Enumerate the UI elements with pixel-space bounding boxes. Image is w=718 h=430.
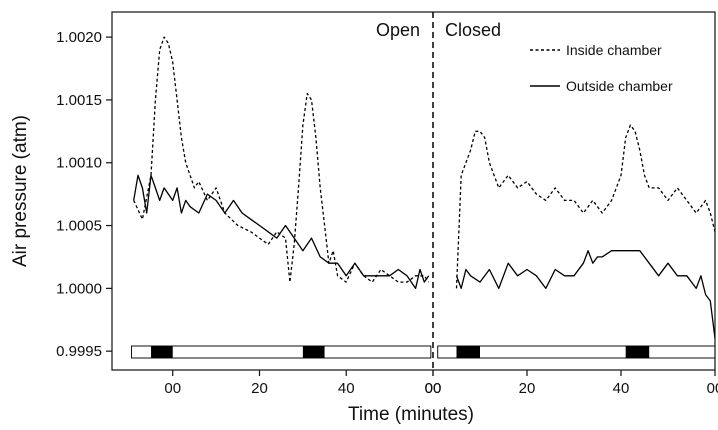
dark-period-block (151, 346, 173, 358)
dark-period-block (456, 346, 480, 358)
legend: Inside chamber Outside chamber (530, 42, 673, 94)
x-tick-label: 00 (425, 380, 442, 397)
y-tick-label: 1.0020 (56, 29, 102, 46)
y-tick-label: 1.0015 (56, 92, 102, 109)
panel-label-open: Open (376, 20, 420, 40)
x-axis: 0020400000204000 (164, 370, 718, 397)
legend-label-inside: Inside chamber (566, 42, 662, 58)
x-tick-label: 00 (425, 380, 442, 397)
x-tick-label: 00 (164, 380, 181, 397)
x-tick-label: 20 (519, 380, 536, 397)
plot-frame (111, 11, 716, 371)
plot-area (111, 11, 716, 371)
series-layer (133, 36, 716, 339)
dark-period-block (302, 346, 325, 358)
y-tick-label: 0.9995 (56, 343, 102, 360)
panel-label-closed: Closed (445, 20, 501, 40)
series-line-outside (455, 250, 716, 339)
series-line-inside (455, 124, 716, 289)
y-tick-label: 1.0005 (56, 218, 102, 235)
x-axis-title: Time (minutes) (348, 404, 474, 425)
y-axis: 0.9995 1.0000 1.0005 1.0010 1.0015 1.0020 (56, 29, 112, 360)
x-tick-label: 40 (338, 380, 355, 397)
x-tick-label: 00 (707, 380, 718, 397)
y-tick-label: 1.0000 (56, 280, 102, 297)
dark-period-block (625, 346, 650, 358)
series-line-inside (133, 36, 430, 283)
y-tick-label: 1.0010 (56, 155, 102, 172)
x-tick-label: 20 (251, 380, 268, 397)
y-axis-title: Air pressure (atm) (10, 115, 31, 267)
light-bar (131, 345, 432, 359)
series-line-outside (133, 174, 430, 290)
legend-label-outside: Outside chamber (566, 78, 673, 94)
light-bar-layer (131, 345, 716, 359)
x-tick-label: 40 (613, 380, 630, 397)
